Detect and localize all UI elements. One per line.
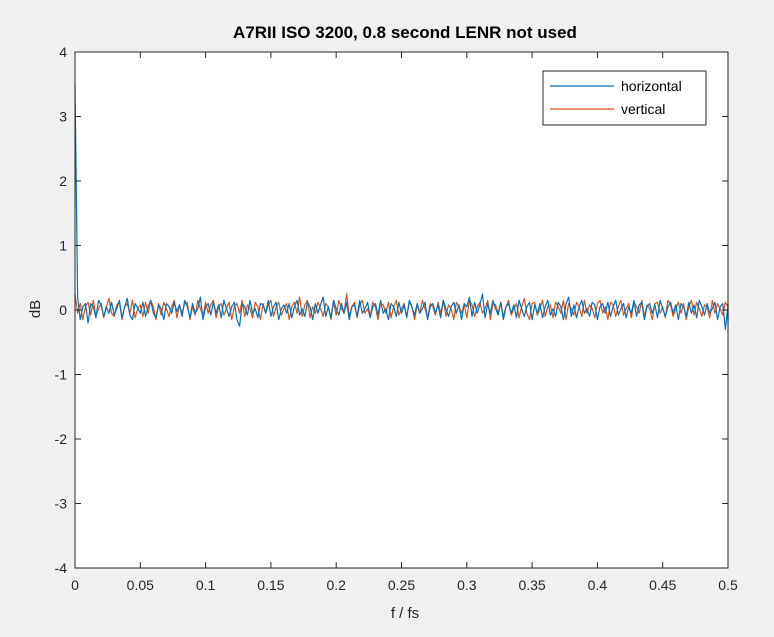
- legend: horizontal vertical: [542, 70, 707, 126]
- y-tick-label: -3: [55, 496, 68, 512]
- y-tick-label: -4: [55, 560, 68, 576]
- x-tick-label: 0.05: [127, 577, 154, 593]
- x-tick-label: 0: [71, 577, 79, 593]
- x-tick-label: 0.2: [326, 577, 346, 593]
- legend-label-horizontal: horizontal: [621, 78, 682, 94]
- series-layer: [74, 84, 729, 330]
- chart-title: A7RII ISO 3200, 0.8 second LENR not used: [233, 23, 577, 42]
- x-tick-label: 0.5: [718, 577, 738, 593]
- x-tick-label: 0.4: [588, 577, 608, 593]
- y-tick-label: 2: [59, 173, 67, 189]
- series-line-horizontal: [74, 84, 729, 330]
- y-tick-label: -1: [55, 367, 68, 383]
- y-tick-label: 4: [59, 44, 67, 60]
- y-tick-label: 3: [59, 109, 67, 125]
- x-axis-label: f / fs: [391, 605, 419, 622]
- x-tick-label: 0.25: [388, 577, 415, 593]
- legend-box: [542, 70, 707, 126]
- y-axis: -4 -3 -2 -1 0 1 2 3 4: [55, 44, 728, 576]
- x-tick-label: 0.45: [649, 577, 676, 593]
- x-axis: 0 0.05 0.1 0.15 0.2 0.25 0.3 0.35 0.4 0.45 0.5: [71, 52, 738, 593]
- y-tick-label: 0: [59, 302, 67, 318]
- x-tick-label: 0.1: [196, 577, 216, 593]
- y-tick-label: 1: [59, 238, 67, 254]
- y-tick-label: -2: [55, 431, 68, 447]
- y-axis-label: dB: [27, 300, 44, 318]
- x-tick-label: 0.35: [518, 577, 545, 593]
- legend-label-vertical: vertical: [621, 101, 665, 117]
- x-tick-label: 0.15: [257, 577, 284, 593]
- x-tick-label: 0.3: [457, 577, 477, 593]
